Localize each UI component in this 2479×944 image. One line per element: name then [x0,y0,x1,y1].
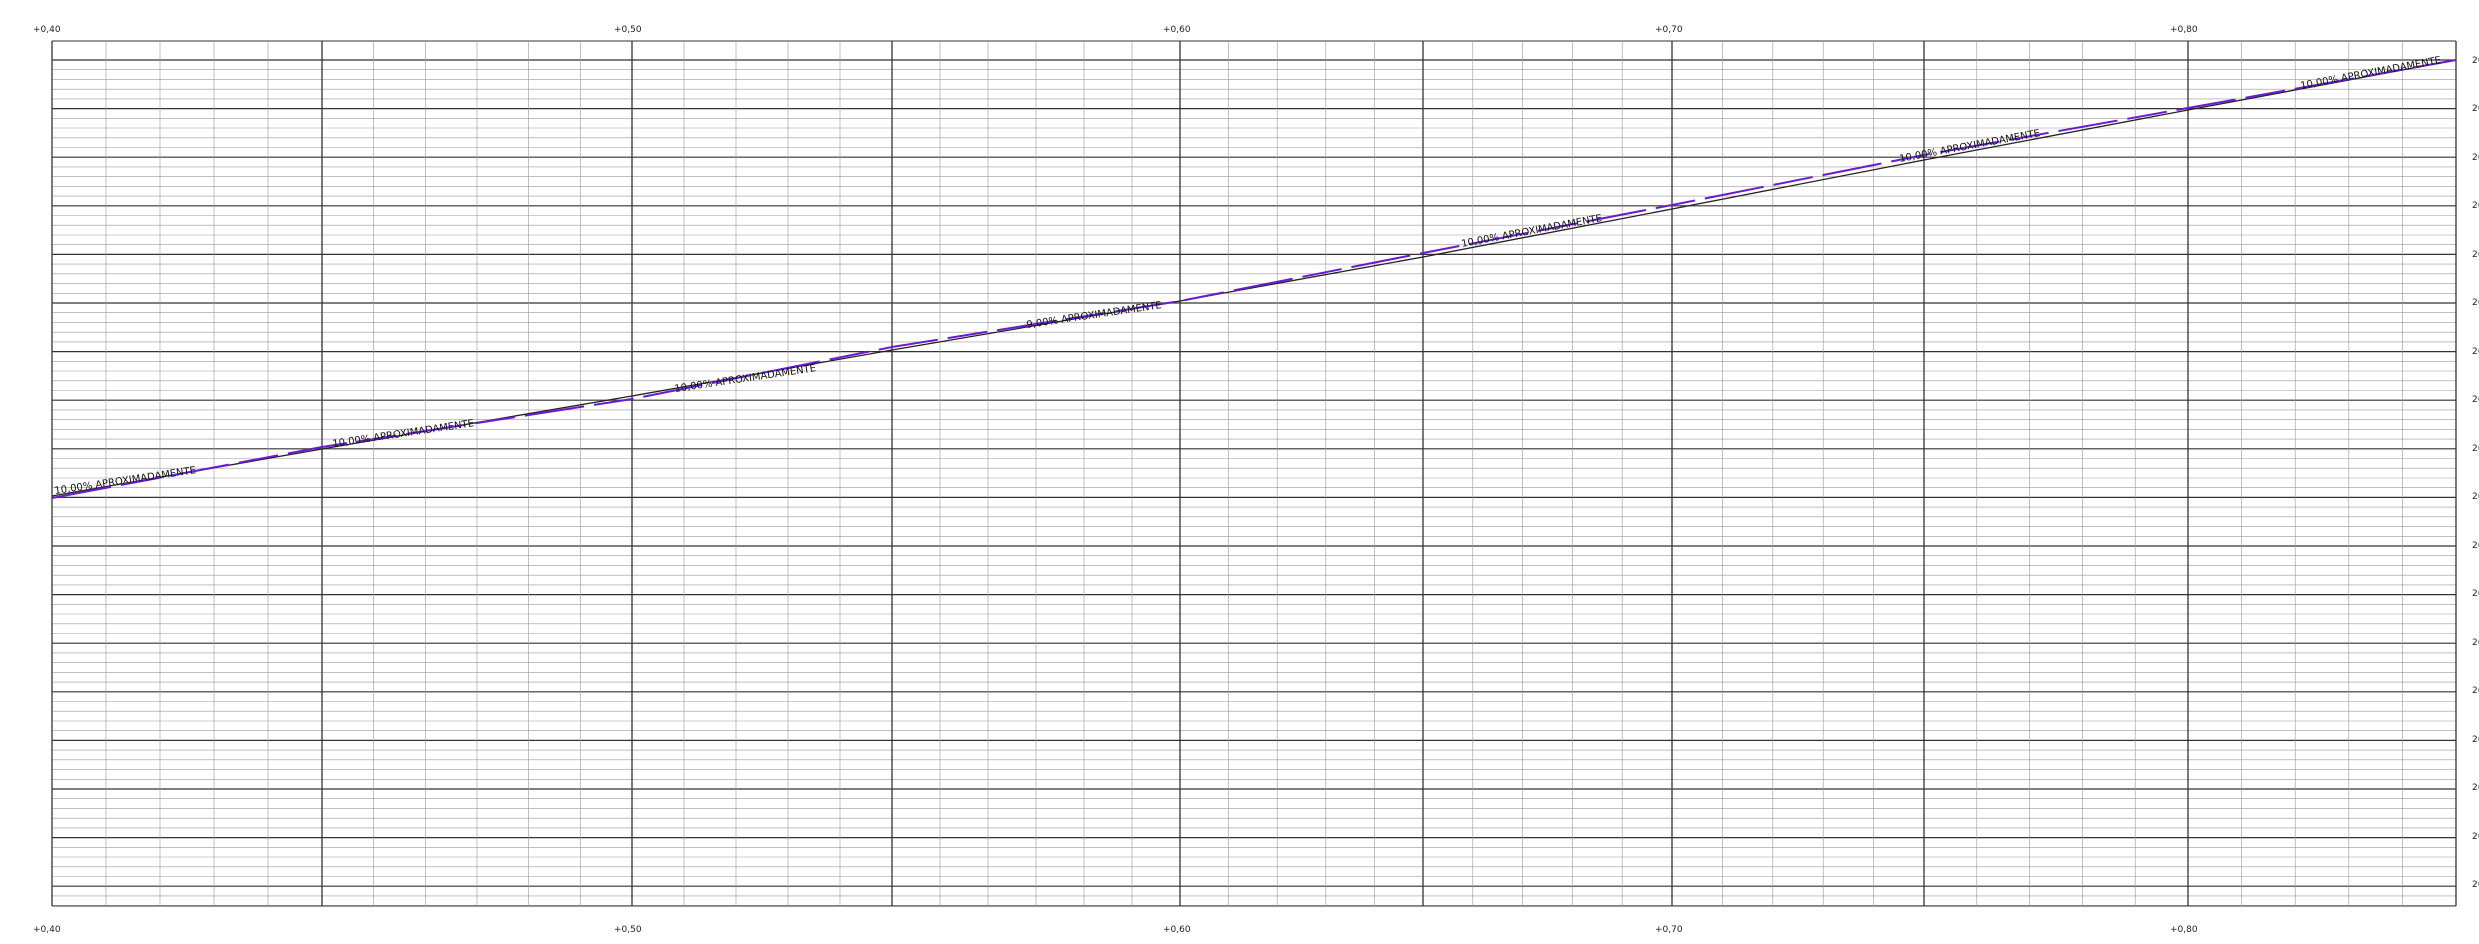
elevation-label: 2( [2472,201,2479,211]
chainage-label-bottom-1: +0,40 [33,925,61,935]
chainage-label-bottom-3: +0,60 [1163,925,1191,935]
grade-label: 10,00% APROXIMADAMENTE [1899,128,2041,165]
chainage-label-top-4: +0,70 [1655,25,1683,35]
chainage-label-top-2: +0,50 [614,25,642,35]
elevation-label: 2( [2472,56,2479,66]
elevation-label: 2( [2472,104,2479,114]
elevation-label: 2( [2472,298,2479,308]
elevation-label: 2( [2472,250,2479,260]
elevation-label: 2( [2472,783,2479,793]
elevation-label: 2( [2472,444,2479,454]
chainage-label-top-3: +0,60 [1163,25,1191,35]
grade-label: 9,00% APROXIMADAMENTE [1026,300,1163,331]
elevation-label: 2( [2472,541,2479,551]
chainage-label-bottom-2: +0,50 [614,925,642,935]
elevation-label: 2( [2472,347,2479,357]
profile-grid [51,40,2457,907]
profile-lines [51,59,2457,499]
grade-label: 10,00% APROXIMADAMENTE [332,418,475,450]
elevation-label: 2( [2472,638,2479,648]
elevation-label: 2( [2472,880,2479,890]
chainage-label-top-1: +0,40 [33,25,61,35]
grade-label: 10,00% APROXIMADAMENTE [54,465,197,497]
grade-label: 10,00% APROXIMADAMENTE [2300,55,2442,92]
elevation-label: 2( [2472,153,2479,163]
elevation-label: 2( [2472,686,2479,696]
chainage-label-bottom-5: +0,80 [2170,925,2198,935]
elevation-label: 2( [2472,395,2479,405]
elevation-label: 2( [2472,589,2479,599]
elevation-label: 2( [2472,735,2479,745]
design-grade-line [51,59,2457,499]
chainage-label-top-5: +0,80 [2170,25,2198,35]
elevation-label: 2( [2472,832,2479,842]
elevation-label: 2( [2472,492,2479,502]
chainage-label-bottom-4: +0,70 [1655,925,1683,935]
